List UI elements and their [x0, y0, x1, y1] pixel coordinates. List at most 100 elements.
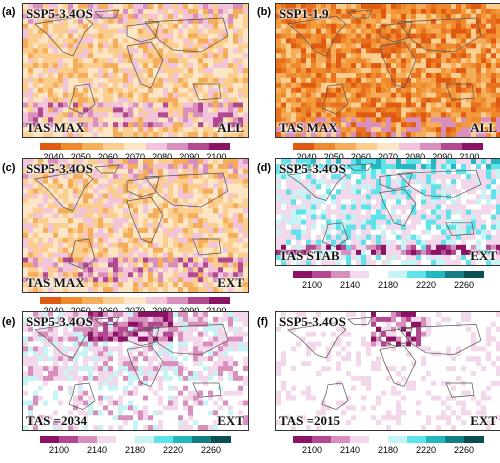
map-cell — [58, 242, 64, 248]
map-cell — [173, 282, 179, 288]
map-cell — [188, 28, 194, 34]
map-cell — [243, 173, 248, 180]
map-cell — [38, 247, 44, 253]
map-cell — [98, 242, 104, 248]
map-cell — [143, 82, 149, 89]
map-cell — [73, 316, 79, 323]
map-cell — [228, 247, 234, 253]
map-cell — [446, 77, 452, 84]
map-cell — [441, 92, 447, 98]
map-cell — [178, 63, 184, 69]
map-cell — [391, 194, 397, 200]
map-cell — [356, 18, 362, 25]
colorbar-tick-label: 2040 — [296, 152, 317, 162]
map-cell — [188, 316, 194, 323]
map-cell — [168, 312, 174, 318]
panel-letter: (e) — [2, 316, 16, 328]
map-cell — [471, 219, 477, 225]
map-cell — [386, 33, 392, 39]
map-cell — [173, 107, 179, 113]
map-cell — [73, 4, 79, 10]
map-cell — [461, 53, 467, 59]
map-cell — [68, 341, 74, 347]
map-cell — [23, 346, 29, 352]
map-cell — [316, 92, 322, 98]
map-cell — [341, 127, 347, 133]
map-cell — [491, 209, 497, 215]
map-cell — [451, 72, 457, 79]
map-cell — [153, 28, 159, 34]
map-cell — [178, 351, 184, 357]
map-cell — [103, 127, 109, 133]
map-cell — [391, 77, 397, 84]
map-cell — [311, 33, 317, 39]
map-cell — [68, 331, 74, 337]
map-cell — [103, 173, 109, 180]
map-cell — [63, 237, 69, 244]
map-cell — [351, 194, 357, 200]
map-cell — [401, 194, 407, 200]
map-cell — [481, 204, 487, 210]
map-cell — [143, 203, 149, 209]
map-cell — [486, 117, 492, 123]
map-cell — [421, 204, 427, 210]
map-cell — [218, 4, 224, 10]
map-cell — [213, 242, 219, 248]
map-cell — [381, 169, 387, 175]
map-cell — [188, 237, 194, 244]
map-cell — [43, 257, 49, 263]
map-cell — [213, 351, 219, 357]
map-cell — [336, 189, 342, 195]
map-cell — [23, 247, 29, 253]
map-cell — [123, 112, 129, 118]
map-cell — [148, 223, 154, 229]
map-cell — [381, 107, 387, 113]
map-cell — [63, 242, 69, 248]
map-cell — [233, 92, 239, 98]
map-cell — [178, 28, 184, 34]
map-cell — [218, 267, 224, 273]
map-cell — [238, 178, 244, 184]
map-cell — [153, 272, 159, 278]
map-cell — [233, 237, 239, 244]
map-cell — [73, 326, 79, 332]
map-cell — [446, 102, 452, 108]
map-cell — [118, 112, 124, 118]
map-cell — [103, 23, 109, 29]
map-cell — [153, 183, 159, 189]
map-cell — [431, 4, 437, 10]
map-cell — [486, 214, 492, 220]
map-cell — [43, 272, 49, 278]
map-cell — [98, 48, 104, 54]
map-cell — [143, 237, 149, 244]
map-cell — [356, 28, 362, 34]
map-cell — [153, 58, 159, 64]
map-cell — [138, 168, 144, 175]
map-cell — [73, 23, 79, 29]
map-cell — [341, 229, 347, 236]
map-cell — [441, 209, 447, 215]
map-cell — [426, 58, 432, 64]
map-cell — [103, 48, 109, 54]
map-cell — [153, 232, 159, 239]
map-cell — [118, 267, 124, 273]
map-cell — [153, 102, 159, 108]
map-cell — [326, 194, 332, 200]
map-cell — [88, 4, 94, 10]
map-cell — [496, 199, 500, 205]
map-cell — [128, 351, 134, 357]
map-cell — [208, 336, 214, 342]
map-cell — [53, 63, 59, 69]
map-cell — [361, 97, 367, 103]
variable-label: TAS MAX — [26, 275, 85, 290]
map-cell — [58, 112, 64, 118]
map-cell — [173, 242, 179, 248]
map-cell — [286, 127, 292, 133]
map-cell — [153, 351, 159, 357]
map-cell — [456, 97, 462, 103]
map-cell — [198, 188, 204, 194]
map-cell — [123, 48, 129, 54]
map-cell — [291, 13, 297, 20]
map-cell — [416, 72, 422, 79]
map-cell — [213, 23, 219, 29]
